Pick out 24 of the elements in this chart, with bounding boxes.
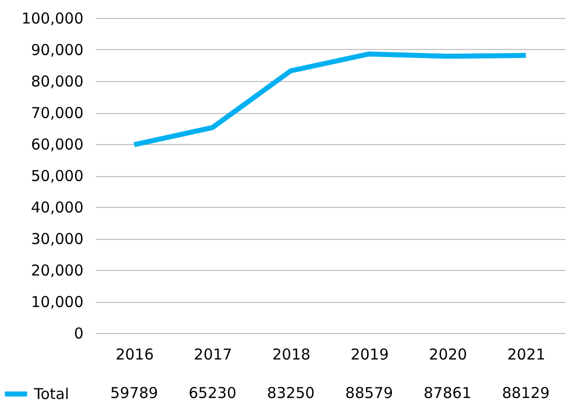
data-label: 65230 (188, 384, 236, 402)
y-tick-label: 20,000 (31, 262, 84, 280)
y-tick-label: 60,000 (31, 136, 84, 154)
data-label: 59789 (110, 384, 158, 402)
y-tick-label: 70,000 (31, 104, 84, 122)
legend-label: Total (33, 385, 70, 403)
x-tick-label: 2016 (116, 346, 154, 364)
y-tick-label: 30,000 (31, 230, 84, 248)
x-tick-label: 2019 (350, 346, 389, 364)
x-tick-label: 2021 (507, 346, 546, 364)
y-tick-label: 100,000 (21, 10, 84, 28)
y-tick-label: 50,000 (31, 167, 84, 185)
y-tick-label: 10,000 (31, 293, 84, 311)
y-tick-label: 0 (74, 324, 84, 342)
data-label: 88129 (502, 384, 550, 402)
x-tick-label: 2020 (428, 346, 468, 364)
x-tick-label: 2017 (194, 346, 232, 364)
y-tick-label: 80,000 (31, 72, 84, 90)
data-label: 88579 (345, 384, 394, 402)
y-tick-label: 40,000 (31, 198, 84, 216)
data-label: 87861 (424, 384, 472, 402)
y-tick-label: 90,000 (31, 41, 84, 59)
data-label: 83250 (266, 384, 315, 402)
x-tick-label: 2018 (272, 346, 310, 364)
